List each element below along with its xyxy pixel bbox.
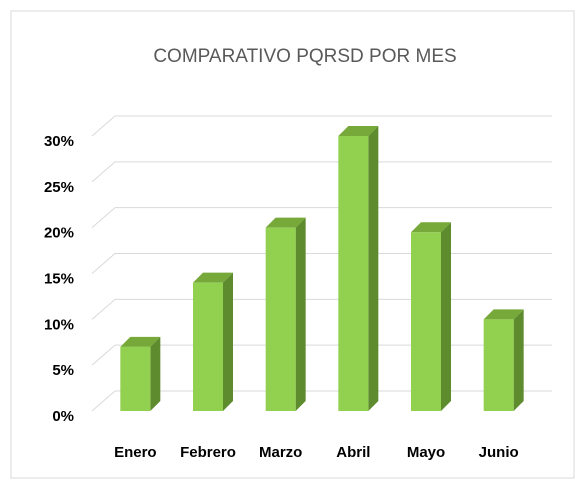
x-tick-label: Junio — [479, 444, 519, 461]
bar-side — [441, 222, 451, 411]
bar — [483, 319, 514, 411]
bar-top — [411, 222, 451, 233]
y-tick-label: 15% — [44, 270, 74, 287]
bar-side — [150, 336, 161, 411]
bar-top — [265, 217, 306, 228]
bar-side — [368, 126, 379, 411]
bar — [411, 232, 441, 411]
grid-line — [91, 390, 552, 412]
grid-line — [91, 115, 552, 137]
bar — [193, 282, 223, 411]
bar-top — [120, 336, 161, 347]
chart-title: COMPARATIVO PQRSD POR MES — [153, 46, 456, 67]
y-tick-label: 20% — [44, 225, 74, 242]
y-tick-label: 5% — [52, 362, 74, 379]
bar — [338, 136, 369, 411]
x-tick-label: Febrero — [180, 444, 236, 461]
grid-line — [91, 161, 552, 183]
x-tick-label: Mayo — [407, 444, 445, 461]
bar-side — [513, 309, 524, 411]
y-tick-label: 25% — [44, 179, 74, 196]
bar-top — [338, 126, 379, 136]
bar-top — [483, 309, 524, 320]
bar-side — [223, 272, 233, 411]
bar — [120, 346, 151, 411]
bar-top — [193, 272, 233, 283]
y-tick-label: 10% — [44, 316, 74, 333]
grid-line — [91, 344, 552, 366]
x-tick-label: Enero — [114, 444, 157, 461]
x-tick-label: Abril — [336, 444, 370, 461]
bar — [265, 227, 296, 411]
bar-side — [295, 217, 306, 411]
y-tick-label: 30% — [44, 133, 74, 150]
x-tick-label: Marzo — [259, 444, 302, 461]
grid-line — [91, 207, 552, 229]
grid-line — [91, 253, 552, 274]
grid-line — [91, 298, 552, 320]
y-tick-label: 0% — [52, 408, 74, 425]
